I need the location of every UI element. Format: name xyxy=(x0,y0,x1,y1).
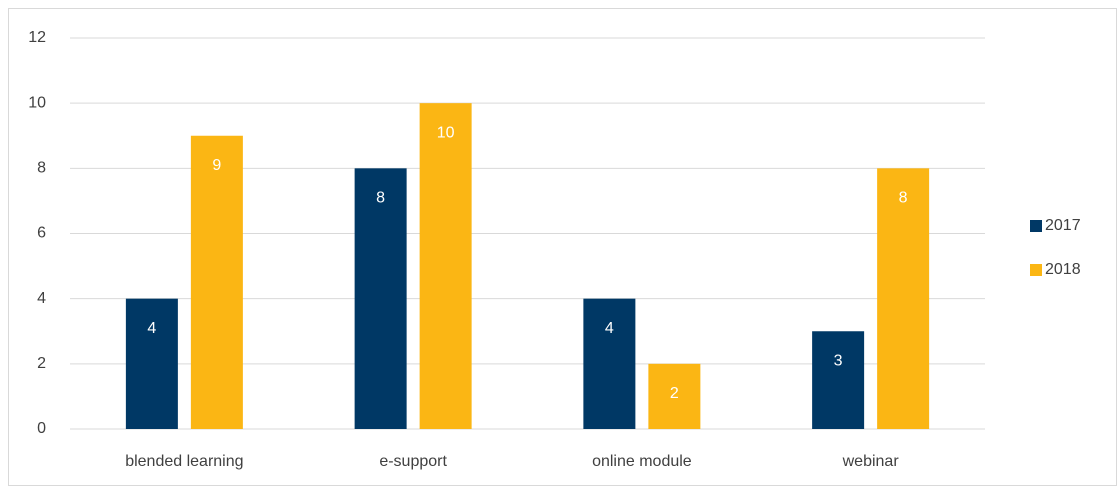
bar xyxy=(812,331,865,429)
x-tick-label: online module xyxy=(592,453,692,470)
legend-swatch xyxy=(1030,220,1042,232)
bar xyxy=(354,168,407,430)
x-tick-label: blended learning xyxy=(125,453,243,470)
y-tick-label: 4 xyxy=(37,290,46,307)
bar xyxy=(877,168,930,430)
x-tick-label: e-support xyxy=(379,453,447,470)
y-tick-label: 0 xyxy=(37,420,46,437)
data-label: 4 xyxy=(147,320,156,337)
y-tick-label: 2 xyxy=(37,355,46,372)
legend-swatch xyxy=(1030,264,1042,276)
bar xyxy=(419,103,472,430)
y-tick-label: 8 xyxy=(37,160,46,177)
y-tick-label: 12 xyxy=(28,29,46,46)
bar xyxy=(125,298,178,429)
y-tick-label: 10 xyxy=(28,94,46,111)
y-tick-label: 6 xyxy=(37,225,46,242)
legend-label: 2018 xyxy=(1045,261,1081,278)
bar xyxy=(190,135,243,429)
bar xyxy=(648,363,701,429)
data-label: 8 xyxy=(899,190,908,207)
bar xyxy=(583,298,636,429)
data-label: 2 xyxy=(670,385,679,402)
legend-label: 2017 xyxy=(1045,217,1081,234)
data-label: 9 xyxy=(212,157,221,174)
data-label: 8 xyxy=(376,190,385,207)
x-tick-label: webinar xyxy=(842,453,900,470)
data-label: 4 xyxy=(605,320,614,337)
data-label: 10 xyxy=(437,124,455,141)
data-label: 3 xyxy=(834,352,843,369)
